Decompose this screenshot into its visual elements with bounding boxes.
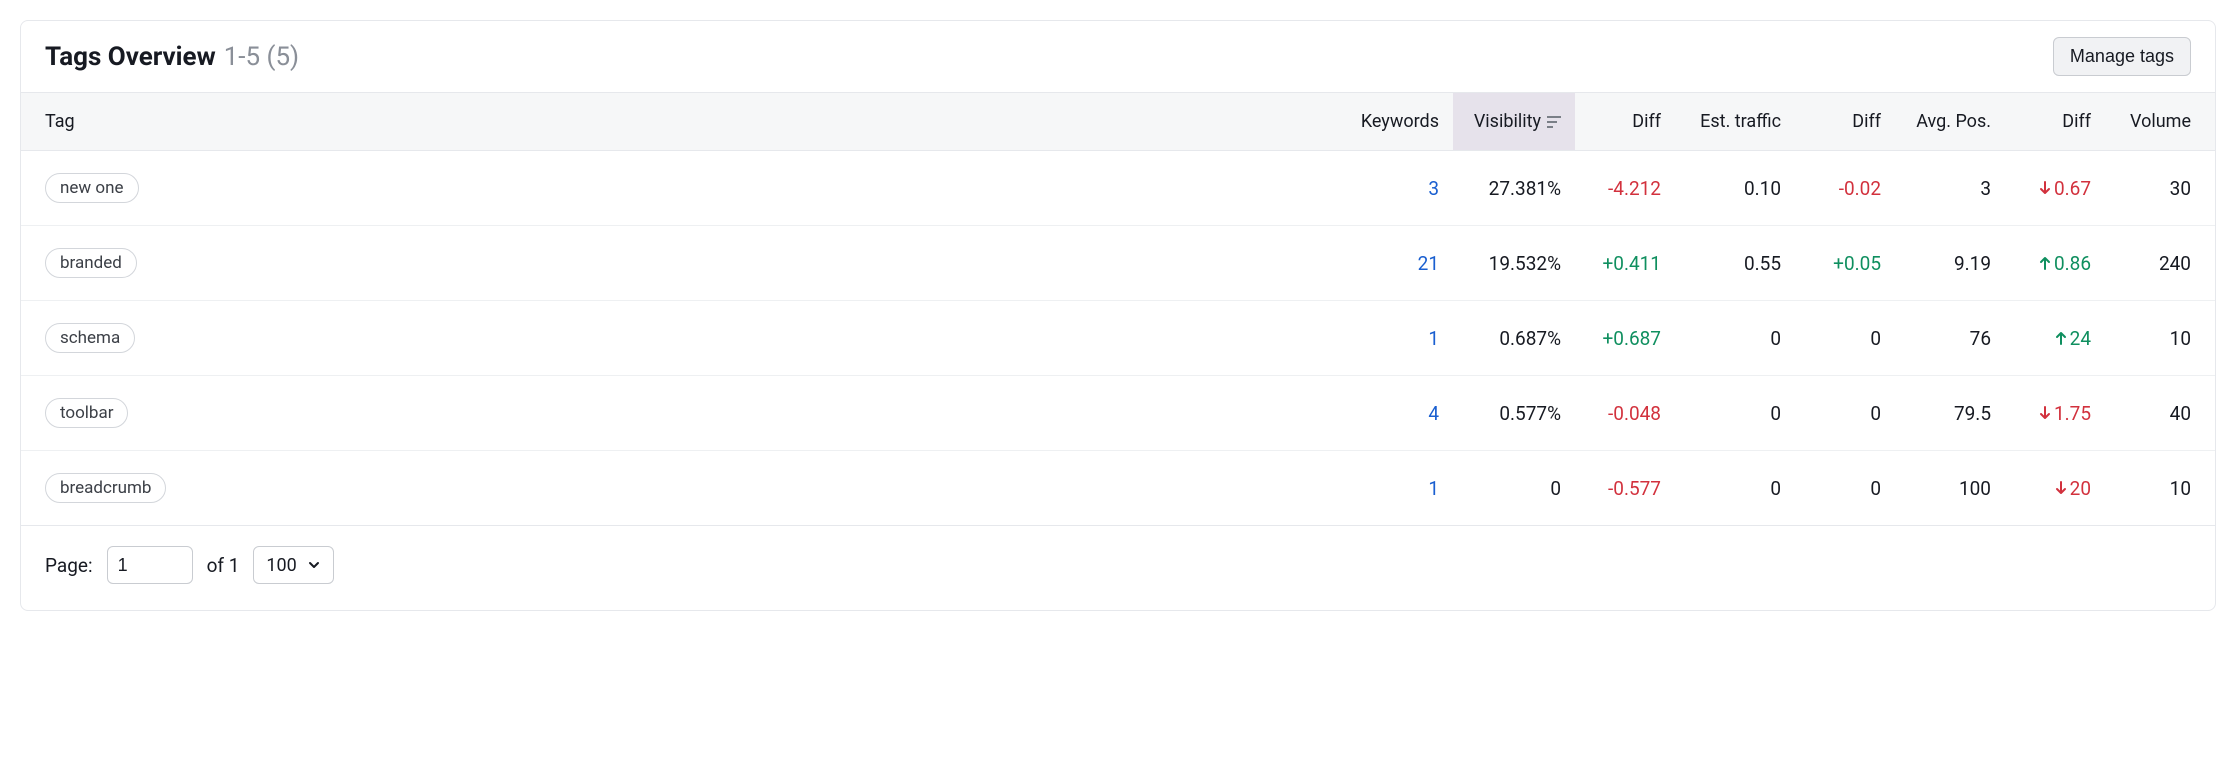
est-traffic-value: 0.55 bbox=[1744, 252, 1781, 275]
tag-pill[interactable]: toolbar bbox=[45, 398, 128, 428]
volume-value: 30 bbox=[2170, 177, 2191, 200]
title-wrap: Tags Overview 1-5 (5) bbox=[45, 42, 299, 72]
table-row: schema 1 0.687% +0.687 0 0 76 24 10 bbox=[21, 301, 2215, 376]
page-of-label: of 1 bbox=[207, 554, 240, 577]
table-row: toolbar 4 0.577% -0.048 0 0 79.5 1.75 40 bbox=[21, 376, 2215, 451]
visibility-value: 19.532% bbox=[1489, 252, 1561, 275]
visibility-diff: +0.411 bbox=[1602, 252, 1661, 275]
visibility-diff: -0.048 bbox=[1608, 402, 1661, 425]
est-traffic-value: 0.10 bbox=[1744, 177, 1781, 200]
volume-value: 10 bbox=[2170, 327, 2191, 350]
tag-pill[interactable]: branded bbox=[45, 248, 137, 278]
arrow-up-icon bbox=[2055, 327, 2067, 350]
visibility-value: 0.577% bbox=[1499, 402, 1561, 425]
tags-table: Tag Keywords Visibility D bbox=[21, 93, 2215, 526]
tags-overview-panel: Tags Overview 1-5 (5) Manage tags Tag Ke… bbox=[20, 20, 2216, 611]
volume-value: 240 bbox=[2159, 252, 2191, 275]
col-keywords[interactable]: Keywords bbox=[1333, 93, 1453, 151]
visibility-diff: -4.212 bbox=[1608, 177, 1661, 200]
table-row: breadcrumb10-0.577001002010 bbox=[21, 451, 2215, 526]
keywords-link[interactable]: 1 bbox=[1428, 327, 1439, 350]
est-traffic-diff: 0 bbox=[1870, 402, 1881, 425]
arrow-down-icon bbox=[2055, 477, 2067, 500]
page-size-select[interactable]: 100 bbox=[253, 546, 333, 584]
keywords-link[interactable]: 21 bbox=[1418, 252, 1439, 275]
panel-header: Tags Overview 1-5 (5) Manage tags bbox=[21, 21, 2215, 93]
manage-tags-button[interactable]: Manage tags bbox=[2053, 37, 2191, 76]
est-traffic-diff: 0 bbox=[1870, 327, 1881, 350]
avg-pos-value: 79.5 bbox=[1954, 402, 1991, 425]
col-tag[interactable]: Tag bbox=[21, 93, 1333, 151]
tag-pill[interactable]: breadcrumb bbox=[45, 473, 166, 503]
arrow-up-icon bbox=[2039, 252, 2051, 275]
chevron-down-icon bbox=[307, 558, 321, 572]
est-traffic-value: 0 bbox=[1770, 327, 1781, 350]
col-diff-pos[interactable]: Diff bbox=[2005, 93, 2105, 151]
page-number-input[interactable] bbox=[107, 546, 193, 584]
table-row: new one 3 27.381% -4.212 0.10 -0.02 3 0.67 30 bbox=[21, 151, 2215, 226]
page-title-range: 1-5 (5) bbox=[224, 42, 299, 72]
keywords-link[interactable]: 1 bbox=[1428, 477, 1439, 500]
est-traffic-diff: 0 bbox=[1870, 477, 1881, 500]
avg-pos-diff: 0.86 bbox=[2039, 252, 2091, 275]
volume-value: 40 bbox=[2170, 402, 2191, 425]
visibility-value: 27.381% bbox=[1489, 177, 1561, 200]
col-diff-traffic[interactable]: Diff bbox=[1795, 93, 1895, 151]
keywords-link[interactable]: 3 bbox=[1428, 177, 1439, 200]
avg-pos-value: 100 bbox=[1959, 477, 1991, 500]
col-volume[interactable]: Volume bbox=[2105, 93, 2215, 151]
tag-pill[interactable]: new one bbox=[45, 173, 139, 203]
est-traffic-value: 0 bbox=[1770, 477, 1781, 500]
col-diff-visibility[interactable]: Diff bbox=[1575, 93, 1675, 151]
est-traffic-diff: +0.05 bbox=[1833, 252, 1881, 275]
page-label: Page: bbox=[45, 554, 93, 577]
table-footer: Page: of 1 100 bbox=[21, 526, 2215, 610]
table-header-row: Tag Keywords Visibility D bbox=[21, 93, 2215, 151]
col-visibility-label: Visibility bbox=[1474, 111, 1541, 132]
avg-pos-value: 9.19 bbox=[1954, 252, 1991, 275]
page-title: Tags Overview bbox=[45, 42, 216, 72]
visibility-value: 0 bbox=[1550, 477, 1561, 500]
sort-desc-icon bbox=[1547, 116, 1561, 128]
avg-pos-diff: 1.75 bbox=[2039, 402, 2091, 425]
avg-pos-value: 3 bbox=[1980, 177, 1991, 200]
visibility-diff: +0.687 bbox=[1602, 327, 1661, 350]
arrow-down-icon bbox=[2039, 177, 2051, 200]
page-size-value: 100 bbox=[266, 555, 296, 576]
col-visibility[interactable]: Visibility bbox=[1453, 93, 1575, 151]
arrow-down-icon bbox=[2039, 402, 2051, 425]
avg-pos-value: 76 bbox=[1970, 327, 1991, 350]
est-traffic-diff: -0.02 bbox=[1839, 177, 1881, 200]
visibility-value: 0.687% bbox=[1499, 327, 1561, 350]
keywords-link[interactable]: 4 bbox=[1428, 402, 1439, 425]
col-avg-pos[interactable]: Avg. Pos. bbox=[1895, 93, 2005, 151]
tag-pill[interactable]: schema bbox=[45, 323, 135, 353]
col-est-traffic[interactable]: Est. traffic bbox=[1675, 93, 1795, 151]
avg-pos-diff: 0.67 bbox=[2039, 177, 2091, 200]
avg-pos-diff: 20 bbox=[2055, 477, 2091, 500]
table-row: branded 21 19.532% +0.411 0.55 +0.05 9.19 0.86 2… bbox=[21, 226, 2215, 301]
est-traffic-value: 0 bbox=[1770, 402, 1781, 425]
avg-pos-diff: 24 bbox=[2055, 327, 2091, 350]
volume-value: 10 bbox=[2170, 477, 2191, 500]
visibility-diff: -0.577 bbox=[1608, 477, 1661, 500]
